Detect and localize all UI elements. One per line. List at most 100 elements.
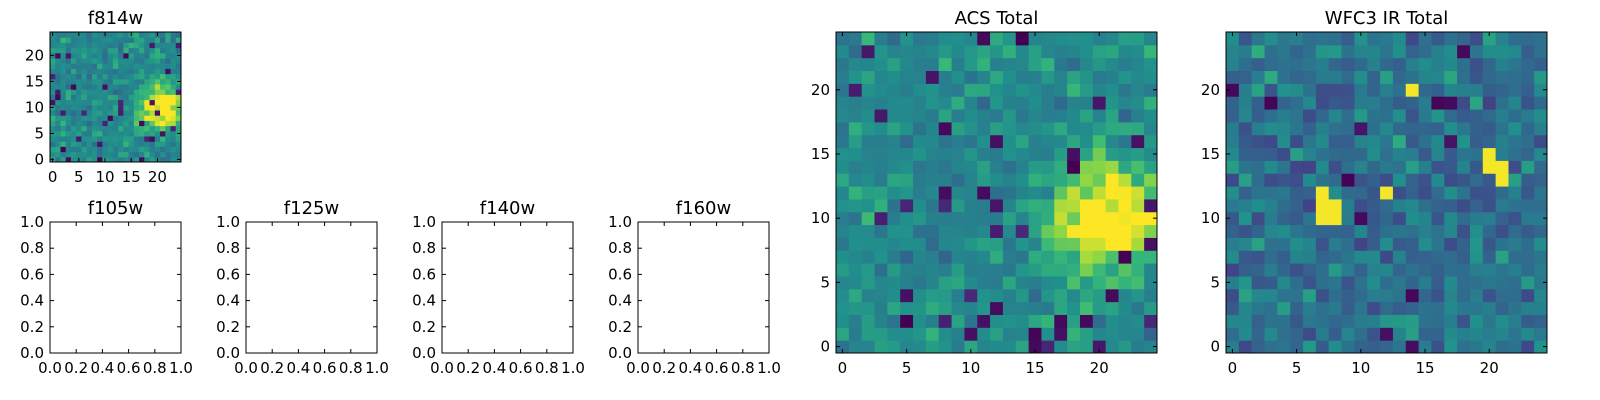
heatmap-cell: [990, 340, 1004, 354]
heatmap-cell: [1431, 211, 1445, 226]
x-tick-label: 20: [148, 168, 167, 186]
heatmap-cell: [139, 141, 145, 147]
heatmap-cell: [165, 73, 172, 80]
heatmap-cell: [1482, 83, 1497, 97]
heatmap-cell: [874, 44, 888, 59]
heatmap-cell: [1392, 275, 1407, 290]
heatmap-cell: [874, 327, 888, 341]
heatmap-cell: [60, 136, 67, 142]
heatmap-cell: [1131, 250, 1145, 264]
heatmap-cell: [1118, 237, 1132, 251]
heatmap-cell: [1521, 70, 1535, 84]
heatmap-cell: [97, 73, 103, 80]
heatmap-cell: [118, 141, 124, 147]
heatmap-cell: [964, 198, 978, 213]
heatmap-cell: [1144, 250, 1158, 264]
heatmap-cell: [1303, 224, 1317, 238]
heatmap-cell: [1290, 263, 1304, 277]
heatmap-cell: [160, 110, 166, 116]
heatmap-cell: [112, 146, 119, 153]
heatmap-cell: [139, 52, 145, 59]
heatmap-cell: [76, 151, 82, 158]
heatmap-cell: [1144, 134, 1158, 149]
heatmap-cell: [123, 141, 130, 147]
heatmap-cell: [1303, 160, 1317, 174]
y-tick-label: 1.0: [20, 213, 44, 231]
heatmap-cell: [1264, 301, 1278, 315]
heatmap-cell: [1041, 121, 1055, 136]
heatmap-cell: [1495, 32, 1509, 46]
heatmap-cell: [1495, 211, 1509, 226]
heatmap-cell: [1457, 83, 1471, 97]
x-tick-label: 0.0: [430, 359, 454, 377]
heatmap-cell: [1079, 237, 1094, 251]
heatmap-cell: [1079, 173, 1094, 187]
heatmap-cell: [70, 130, 77, 137]
heatmap-cell: [900, 211, 914, 226]
heatmap-cell: [925, 211, 940, 226]
heatmap-cell: [1067, 147, 1081, 161]
heatmap-cell: [1380, 109, 1394, 123]
heatmap-cell: [938, 340, 953, 354]
heatmap-cell: [149, 156, 156, 163]
heatmap-cell: [165, 146, 172, 153]
heatmap-cell: [1418, 70, 1432, 84]
heatmap-cell: [70, 99, 77, 106]
heatmap-cell: [165, 37, 172, 43]
heatmap-cell: [1067, 327, 1081, 341]
heatmap-cell: [133, 37, 140, 43]
heatmap-cell: [133, 99, 140, 106]
heatmap-cell: [1328, 198, 1343, 213]
heatmap-cell: [913, 83, 927, 97]
heatmap-cell: [1303, 314, 1317, 328]
x-tick-label: 20: [1090, 359, 1109, 377]
heatmap-cell: [55, 136, 61, 142]
heatmap-cell: [913, 301, 927, 315]
heatmap-cell: [76, 37, 82, 43]
heatmap-cell: [170, 32, 177, 38]
heatmap-cell: [1444, 173, 1458, 187]
heatmap-cell: [1380, 340, 1394, 354]
heatmap-cell: [60, 42, 67, 49]
heatmap-cell: [1303, 109, 1317, 123]
heatmap-cell: [1380, 57, 1394, 72]
heatmap-cell: [81, 89, 88, 95]
heatmap-cell: [1457, 96, 1471, 110]
heatmap-cell: [1457, 57, 1471, 72]
heatmap-cell: [1392, 224, 1407, 238]
heatmap-cell: [990, 121, 1004, 136]
heatmap-cell: [1131, 83, 1145, 97]
heatmap-cell: [861, 237, 876, 251]
heatmap-cell: [175, 84, 182, 90]
heatmap-cell: [1469, 57, 1484, 72]
heatmap-cell: [102, 141, 109, 147]
heatmap-cell: [887, 288, 901, 303]
heatmap-cell: [874, 275, 888, 290]
heatmap-cell: [123, 130, 130, 137]
heatmap-cell: [1508, 301, 1522, 315]
heatmap-cell: [1341, 301, 1355, 315]
heatmap-cell: [1028, 198, 1042, 213]
x-tick-label: 0.8: [143, 359, 167, 377]
heatmap-cell: [836, 237, 850, 251]
heatmap-cell: [1405, 263, 1420, 277]
heatmap-cell: [900, 288, 914, 303]
y-tick-label: 0.4: [216, 292, 240, 310]
heatmap-cell: [1380, 70, 1394, 84]
heatmap-cell: [1354, 275, 1368, 290]
heatmap-cell: [861, 198, 876, 213]
heatmap-cell: [65, 110, 72, 116]
heatmap-cell: [1131, 134, 1145, 149]
heatmap-cell: [964, 263, 978, 277]
heatmap-cell: [925, 186, 940, 200]
y-tick-label: 0.0: [20, 344, 44, 362]
heatmap-cell: [1105, 44, 1119, 59]
heatmap-cell: [133, 42, 140, 49]
heatmap-cell: [1354, 57, 1368, 72]
heatmap-cell: [1444, 288, 1458, 303]
panel-title: f160w: [676, 198, 731, 219]
heatmap-cell: [1238, 109, 1253, 123]
heatmap-cell: [1405, 314, 1420, 328]
heatmap-cell: [91, 52, 98, 59]
heatmap-cell: [133, 151, 140, 158]
